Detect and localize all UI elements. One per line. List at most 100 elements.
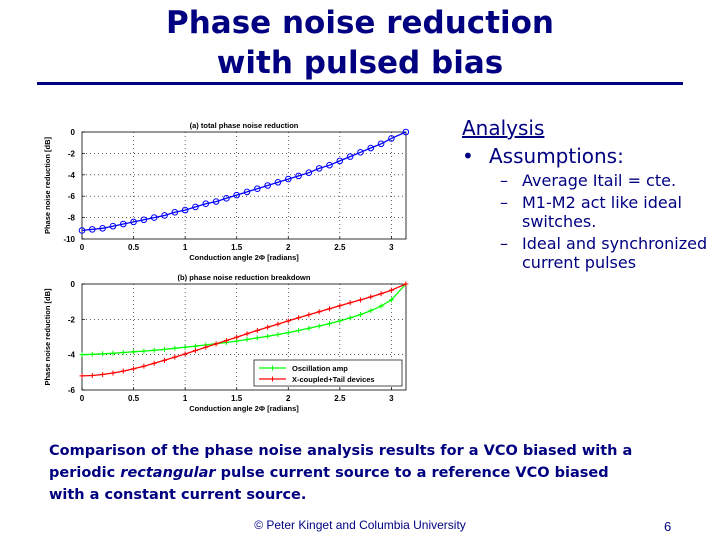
data-point (336, 157, 344, 165)
data-point (233, 191, 240, 199)
y-tick-label: 0 (71, 280, 76, 289)
subbullet-ideal-switches: – M1-M2 act like ideal switches. (500, 193, 712, 231)
data-point (254, 327, 260, 333)
data-point (131, 366, 137, 372)
data-point (213, 341, 219, 347)
data-point (212, 198, 220, 205)
subbullet-text: Average Itail = cte. (522, 171, 677, 190)
data-point (388, 135, 395, 142)
x-tick-label: 0 (80, 394, 85, 403)
data-point (131, 349, 137, 355)
data-point (192, 348, 198, 354)
x-tick-label: 1.5 (231, 243, 243, 252)
slide-title-line-1: Phase noise reduction (166, 5, 554, 41)
data-point (192, 203, 199, 211)
phase-noise-figure: 0 0.5 1 1.5 2 2.5 3 -10 -8 -6 -4 -2 0 (a) total phase… (30, 112, 420, 420)
data-point (357, 297, 363, 303)
subbullet-dash: – (500, 193, 508, 212)
x-tick-label: 3 (389, 243, 394, 252)
data-point (244, 331, 250, 337)
data-point (357, 149, 364, 156)
x-tick-label: 2 (286, 394, 291, 403)
data-point (388, 287, 394, 293)
x-tick-label: 2.5 (334, 394, 346, 403)
data-point (275, 332, 281, 338)
caption-text-end: pulse current source to a reference VCO … (49, 465, 609, 503)
y-tick-label: -8 (68, 214, 76, 223)
data-point (79, 373, 85, 379)
data-point (162, 357, 168, 363)
data-point (357, 312, 363, 318)
subbullet-dash: – (500, 171, 508, 190)
copyright-footer: © Peter Kinget and Columbia University (254, 518, 466, 532)
x-tick-label: 1.5 (231, 394, 243, 403)
y-tick-label: -4 (68, 171, 76, 180)
data-point (141, 348, 147, 354)
data-point (182, 344, 188, 350)
data-point (171, 208, 179, 216)
caption-text-start: Comparison of the phase noise analysis r… (49, 443, 633, 481)
data-point (295, 172, 302, 180)
x-tick-label: 2.5 (334, 243, 346, 252)
x-axis-label: Conduction angle 2Φ [radians] (189, 253, 299, 262)
data-point (337, 303, 343, 309)
data-point (89, 351, 95, 357)
data-point (346, 153, 354, 160)
data-point (305, 169, 313, 176)
data-point (181, 206, 189, 214)
data-point (306, 312, 312, 318)
data-point (377, 140, 385, 148)
data-point (99, 225, 106, 232)
plot-frame (81, 283, 407, 391)
data-point (265, 324, 271, 330)
x-tick-label: 0.5 (128, 394, 140, 403)
data-point (182, 351, 188, 357)
data-point (161, 212, 168, 219)
subbullet-dash: – (500, 234, 508, 253)
data-point (79, 352, 85, 358)
x-tick-label: 1 (183, 243, 188, 252)
data-point (274, 178, 282, 186)
caption-emphasis: rectangular (120, 465, 216, 481)
data-point (244, 336, 250, 342)
data-point (100, 371, 106, 377)
x-tick-label: 3 (389, 394, 394, 403)
plot-frame (81, 131, 407, 240)
data-point (110, 350, 116, 356)
data-point (151, 347, 157, 353)
data-point (78, 227, 86, 234)
x-tick-label: 2 (286, 243, 291, 252)
data-point (326, 161, 333, 169)
data-point (120, 350, 126, 356)
data-point (367, 144, 375, 152)
assumptions-bullet: • Assumptions: (462, 144, 712, 168)
subbullet-average-itail: – Average Itail = cte. (500, 171, 712, 190)
data-point (347, 300, 353, 306)
series-line-0 (81, 131, 407, 232)
data-point (192, 343, 198, 349)
analysis-panel: Analysis • Assumptions: – Average Itail … (462, 116, 712, 272)
data-point (296, 327, 302, 333)
data-point (100, 351, 106, 357)
x-tick-label: 0 (80, 243, 85, 252)
chart-title: (b) phase noise reduction breakdown (178, 273, 311, 282)
y-axis-label: Phase noise reduction [dB] (43, 288, 52, 386)
data-point (347, 315, 353, 321)
data-point (141, 363, 147, 369)
legend-label: Oscillation amp (292, 364, 348, 373)
y-axis-label: Phase noise reduction [dB] (43, 136, 52, 234)
data-point (234, 334, 240, 340)
data-point (120, 368, 126, 374)
data-point (119, 220, 127, 228)
legend-box (253, 359, 403, 387)
data-point (368, 308, 374, 314)
data-point (285, 318, 291, 324)
data-point (265, 333, 271, 339)
data-point (89, 373, 95, 379)
data-point (316, 309, 322, 315)
data-point (89, 226, 96, 233)
data-point (284, 175, 292, 183)
analysis-heading: Analysis (462, 116, 545, 140)
data-point (275, 321, 281, 327)
data-point (327, 306, 333, 312)
